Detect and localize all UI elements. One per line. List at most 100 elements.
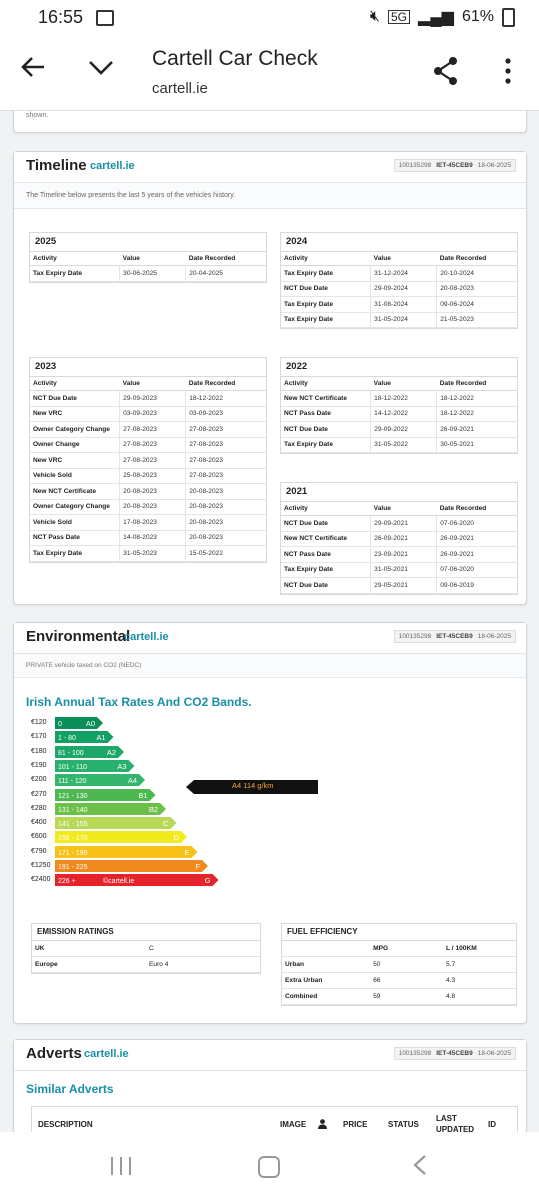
share-icon[interactable] [432,56,460,91]
band-arrow: 121 - 130 B1 [55,788,156,801]
timeline-cell: Tax Expiry Date [30,545,121,562]
system-nav-bar [0,1132,539,1200]
timeline-cell: 18-12-2022 [185,390,266,407]
band-watermark: ©cartell.ie [103,877,134,885]
timeline-cell: Vehicle Sold [30,468,121,484]
fuel-cell: Urban [282,956,371,973]
timeline-cell: 30-05-2021 [436,437,517,453]
timeline-cell: 31-05-2022 [370,437,438,453]
fuel-cell: 4.8 [443,988,516,1005]
band-range: 0 [58,721,62,728]
timeline-column-header: Activity [281,502,371,516]
band-arrow: 171 - 190 E [55,845,198,858]
recent-apps-icon[interactable] [110,1156,132,1181]
report-meta: 100135298 IET-45CEB9 18-06-2025 [393,159,516,172]
report-meta: 100135298 IET-45CEB9 18-06-2025 [393,1047,516,1060]
back-nav-icon[interactable] [412,1154,428,1181]
timeline-column-header: Value [119,377,186,391]
status-bar: 16:55 🔇︎ 5G ▂▄▆ 61% [0,0,539,34]
col-image: IMAGE [280,1120,307,1129]
band-arrow: 141 - 155 C [55,817,177,830]
timeline-column-header: Value [119,252,186,266]
previous-card-text: shown. [26,112,49,119]
timeline-row: New NCT Certificate 20-08-2023 20-08-2023 [30,483,266,500]
gallery-notification-icon [96,10,114,26]
home-icon[interactable] [258,1156,280,1178]
timeline-cell: Tax Expiry Date [30,265,121,282]
band-arrow: 111 - 120 A4 [55,774,145,787]
band-range: 101 - 110 [58,764,87,771]
status-icons: 🔇︎ 5G ▂▄▆ 61% [370,7,515,27]
timeline-cell: 27-08-2023 [119,437,187,453]
timeline-cell: 27-08-2023 [119,421,187,438]
similar-adverts-table-header: DESCRIPTION IMAGE PRICE STATUS LAST UPDA… [31,1106,518,1132]
timeline-cell: New VRC [30,452,121,469]
back-arrow-icon[interactable] [20,54,46,88]
timeline-row: Tax Expiry Date 31-05-2024 21-05-2023 [281,312,517,328]
timeline-cell: 29-09-2021 [370,515,438,532]
fuel-cell: 5.7 [443,956,516,973]
timeline-year-label: 2022 [281,358,517,377]
timeline-cell: 27-08-2023 [119,452,187,469]
timeline-column-header: Value [370,252,437,266]
band-tax-cost: €120 [31,719,47,726]
similar-adverts-title: Similar Adverts [26,1082,114,1096]
timeline-row: Tax Expiry Date 31-08-2024 09-06-2024 [281,296,517,313]
band-range: 121 - 130 [58,793,88,800]
band-label: B2 [149,805,158,814]
band-tax-cost: €190 [31,761,47,769]
fuel-cell: 50 [370,956,444,973]
timeline-cell: 31-05-2024 [370,312,438,328]
band-label: B1 [138,791,147,800]
band-tax-cost: €180 [31,747,47,755]
timeline-cell: 31-12-2024 [370,265,438,282]
timeline-cell: New NCT Certificate [281,390,372,407]
fuel-column-header [282,941,371,957]
timeline-row: NCT Due Date 29-09-2024 20-08-2023 [281,281,517,297]
timeline-cell: 27-08-2023 [185,452,266,469]
timeline-cell: 27-08-2023 [185,421,266,438]
band-tax-cost: €270 [31,790,47,798]
emission-cell: Europe [32,956,146,973]
timeline-row: NCT Pass Date 14-08-2023 20-08-2023 [30,530,266,546]
timeline-cell: 20-08-2023 [185,499,266,515]
timeline-cell: 20-08-2023 [436,281,517,297]
app-bar: Cartell Car Check cartell.ie [0,34,539,111]
adverts-card: Adverts cartell.ie 100135298 IET-45CEB9 … [13,1039,527,1132]
report-date: 18-06-2025 [477,162,511,169]
page-title: Cartell Car Check [152,47,318,70]
timeline-cell: 26-09-2021 [436,421,517,438]
band-label: A4 [128,776,137,785]
timeline-row: Tax Expiry Date 31-05-2022 30-05-2021 [281,437,517,453]
fuel-row: Combined 59 4.8 [282,988,516,1005]
timeline-year-table: 2022 Activity Value Date Recorded New NCT Ce… [280,357,518,454]
col-description: DESCRIPTION [38,1120,93,1129]
band-arrow: 131 - 140 B2 [55,802,166,815]
page-url: cartell.ie [152,80,208,97]
timeline-row: Tax Expiry Date 31-12-2024 20-10-2024 [281,265,517,282]
timeline-card: Timeline cartell.ie 100135298 IET-45CEB9… [13,151,527,605]
timeline-row: New NCT Certificate 18-12-2022 18-12-2022 [281,390,517,407]
more-options-icon[interactable] [504,58,512,89]
col-price: PRICE [343,1120,368,1129]
chevron-down-icon[interactable] [88,56,114,83]
report-date: 18-06-2025 [477,633,511,640]
report-id: 100135298 [398,162,432,169]
band-label: F [195,862,200,871]
timeline-cell: 26-09-2021 [436,546,517,563]
col-status: STATUS [388,1120,419,1129]
band-range: 1 - 80 [58,735,76,742]
timeline-cell: 20-08-2023 [185,483,266,500]
band-tax-cost: €600 [31,833,47,841]
timeline-year-label: 2025 [30,233,266,252]
band-label: C [163,819,169,828]
fuel-row: Extra Urban 66 4.3 [282,972,516,989]
report-ref: IET-45CEB9 [436,162,473,169]
timeline-cell: Tax Expiry Date [281,296,372,313]
band-tax-cost: €790 [31,847,47,855]
timeline-cell: 20-08-2023 [185,514,266,531]
col-last-updated: LAST UPDATED [436,1114,475,1132]
timeline-cell: 31-08-2024 [370,296,438,313]
timeline-year-table: 2023 Activity Value Date Recorded NCT Due Da… [29,357,267,563]
timeline-cell: 09-06-2024 [436,296,517,313]
